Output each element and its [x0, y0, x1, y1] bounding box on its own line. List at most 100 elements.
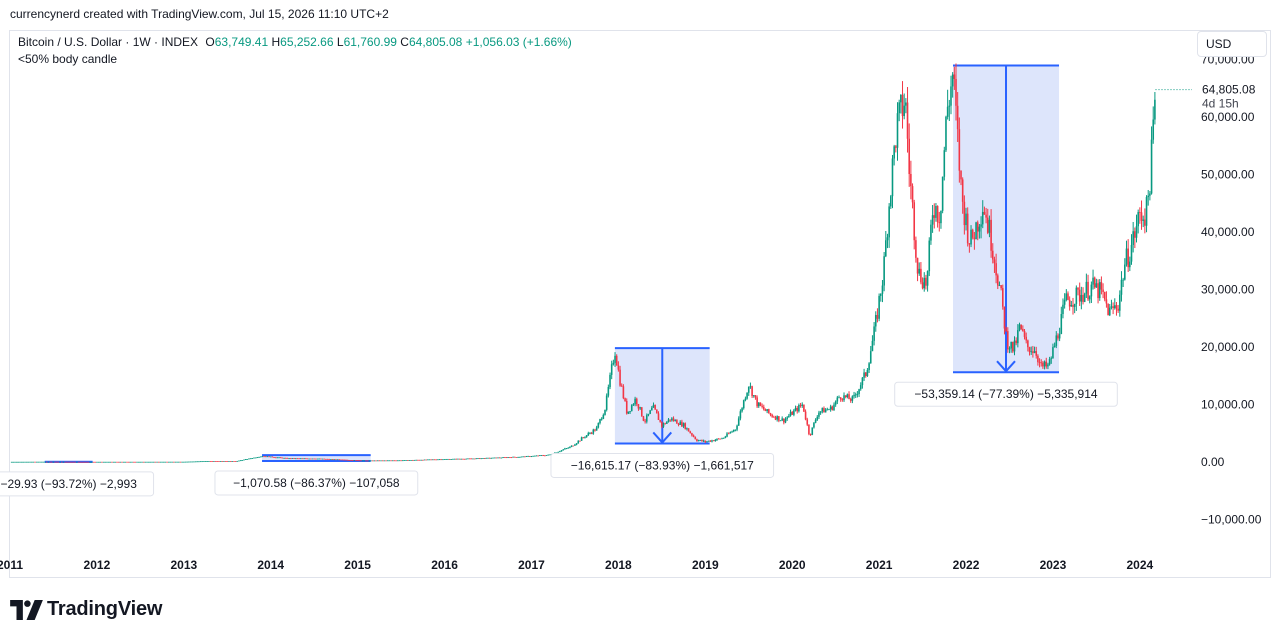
- candle-body: [286, 457, 289, 459]
- candle-body: [808, 424, 810, 435]
- candle-body: [52, 461, 55, 463]
- candle-body: [1043, 361, 1046, 367]
- candle-body: [490, 457, 493, 459]
- candle-body: [1037, 355, 1039, 363]
- candle-body: [159, 461, 162, 463]
- candle-body: [1113, 305, 1116, 309]
- candle-body: [1053, 345, 1056, 348]
- candle-body: [901, 94, 904, 117]
- candle-body: [610, 364, 613, 375]
- candle-body: [971, 229, 974, 238]
- candle-body: [385, 460, 387, 462]
- candle-body: [619, 369, 621, 386]
- measure-label-text: −1,070.58 (−86.37%) −107,058: [233, 476, 400, 490]
- candle-body: [572, 445, 575, 447]
- candle-body: [1065, 293, 1068, 300]
- candle-body: [936, 206, 939, 223]
- candle-body: [44, 461, 46, 463]
- candle-body: [67, 461, 70, 463]
- candle-body: [264, 456, 267, 458]
- indicator-legend[interactable]: <50% body candle: [18, 52, 118, 66]
- candle-body: [281, 457, 284, 459]
- x-tick-label: 2011: [0, 558, 23, 572]
- candle-body: [1108, 307, 1111, 316]
- measure-label: −53,359.14 (−77.39%) −5,335,914: [894, 381, 1118, 407]
- candles-group: [10, 63, 1156, 463]
- candle-body: [427, 459, 429, 461]
- candle-body: [335, 459, 337, 461]
- candle-body: [261, 456, 264, 458]
- candle-body: [199, 461, 202, 463]
- candle-body: [234, 461, 237, 462]
- low-label: L: [336, 35, 344, 49]
- candle-body: [17, 461, 20, 463]
- candle-body: [124, 461, 127, 463]
- candle-body: [1001, 288, 1004, 307]
- candle-body: [116, 461, 118, 463]
- candle-body: [71, 461, 73, 463]
- candle-body: [483, 458, 486, 459]
- candle-body: [1012, 341, 1014, 352]
- measure-label-text: −16,615.17 (−83.93%) −1,661,517: [571, 458, 754, 472]
- symbol-legend[interactable]: Bitcoin / U.S. Dollar · 1W · INDEX O63,7…: [18, 35, 572, 49]
- candle-body: [274, 457, 277, 459]
- candle-body: [527, 456, 529, 457]
- candle-body: [401, 460, 404, 462]
- candle-body: [604, 409, 606, 415]
- candle-body: [184, 461, 187, 463]
- measure-label: −16,615.17 (−83.93%) −1,661,517: [550, 452, 775, 478]
- candle-body: [906, 102, 909, 139]
- candle-body: [174, 461, 177, 463]
- low-value: 61,760.99: [343, 35, 397, 49]
- candle-body: [169, 461, 172, 463]
- candle-body: [806, 419, 809, 425]
- currency-button[interactable]: USD: [1197, 31, 1267, 57]
- candle-body: [973, 237, 976, 240]
- candle-body: [458, 458, 461, 460]
- candle-body: [278, 457, 280, 459]
- candle-body: [878, 295, 880, 319]
- candle-body: [418, 459, 421, 461]
- candle-body: [1154, 99, 1156, 120]
- candle-body: [510, 457, 513, 459]
- candle-body: [24, 461, 26, 463]
- candle-body: [246, 459, 249, 460]
- candle-body: [457, 458, 459, 460]
- candle-body: [1022, 328, 1024, 331]
- candle-body: [151, 461, 153, 463]
- candle-body: [681, 421, 683, 427]
- candle-body: [61, 461, 63, 463]
- candle-body: [595, 427, 598, 431]
- candle-body: [602, 414, 605, 419]
- candle-body: [654, 404, 656, 410]
- tradingview-logo[interactable]: TradingView: [10, 598, 162, 621]
- candle-body: [147, 461, 150, 463]
- candle-body: [64, 461, 66, 463]
- candle-body: [94, 461, 97, 463]
- candle-body: [396, 460, 399, 462]
- candle-body: [1033, 351, 1036, 353]
- candle-body: [1018, 324, 1021, 331]
- candle-body: [268, 456, 270, 458]
- candle-body: [239, 460, 242, 462]
- candle-body: [1147, 195, 1150, 198]
- candle-body: [557, 451, 560, 453]
- candle-body: [371, 460, 374, 462]
- y-tick-label: 30,000.00: [1201, 283, 1255, 297]
- candle-body: [574, 444, 576, 446]
- candle-body: [559, 451, 561, 453]
- candle-body: [829, 406, 832, 410]
- candle-body: [584, 437, 586, 438]
- candle-body: [1118, 294, 1121, 311]
- candle-body: [381, 460, 384, 462]
- candle-body: [405, 460, 407, 461]
- candle-body: [273, 457, 275, 458]
- candle-body: [492, 457, 494, 459]
- candle-body: [1007, 331, 1009, 350]
- candle-body: [1080, 294, 1083, 302]
- candle-body: [614, 355, 616, 363]
- candle-body: [279, 457, 282, 459]
- x-tick-label: 2019: [692, 558, 719, 572]
- candle-body: [249, 458, 252, 460]
